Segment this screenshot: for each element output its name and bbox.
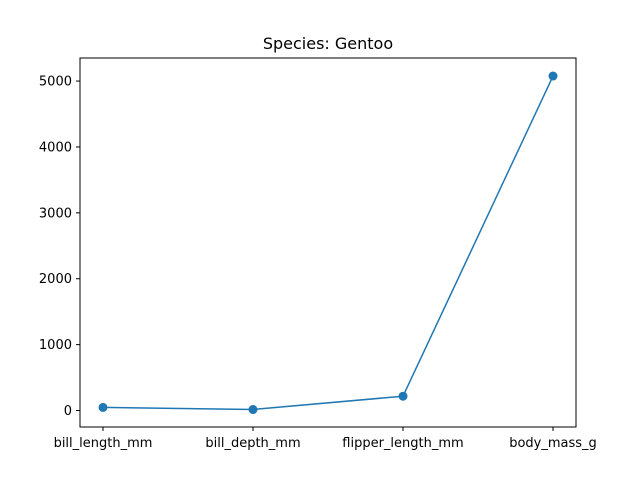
y-tick-label: 5000 bbox=[39, 75, 72, 90]
series-line bbox=[102, 75, 554, 411]
y-tick-label: 4000 bbox=[39, 140, 72, 155]
chart-title: Species: Gentoo bbox=[263, 34, 393, 53]
y-tick-label: 2000 bbox=[39, 272, 72, 287]
data-point bbox=[548, 71, 558, 81]
plot-area: 0 1000 2000 3000 4000 5000 bill_length_mm bill_… bbox=[39, 57, 597, 451]
data-point bbox=[398, 391, 408, 401]
y-tick-label: 3000 bbox=[39, 206, 72, 221]
x-tick-label: body_mass_g bbox=[509, 436, 597, 451]
axes-frame bbox=[79, 57, 577, 428]
x-tick-label: bill_length_mm bbox=[54, 436, 153, 451]
data-point bbox=[98, 402, 108, 412]
x-tick-label: flipper_length_mm bbox=[342, 436, 463, 451]
data-point bbox=[248, 405, 258, 415]
x-tick-label: bill_depth_mm bbox=[205, 436, 300, 451]
y-tick-label: 1000 bbox=[39, 338, 72, 353]
y-tick-label: 0 bbox=[64, 404, 72, 419]
